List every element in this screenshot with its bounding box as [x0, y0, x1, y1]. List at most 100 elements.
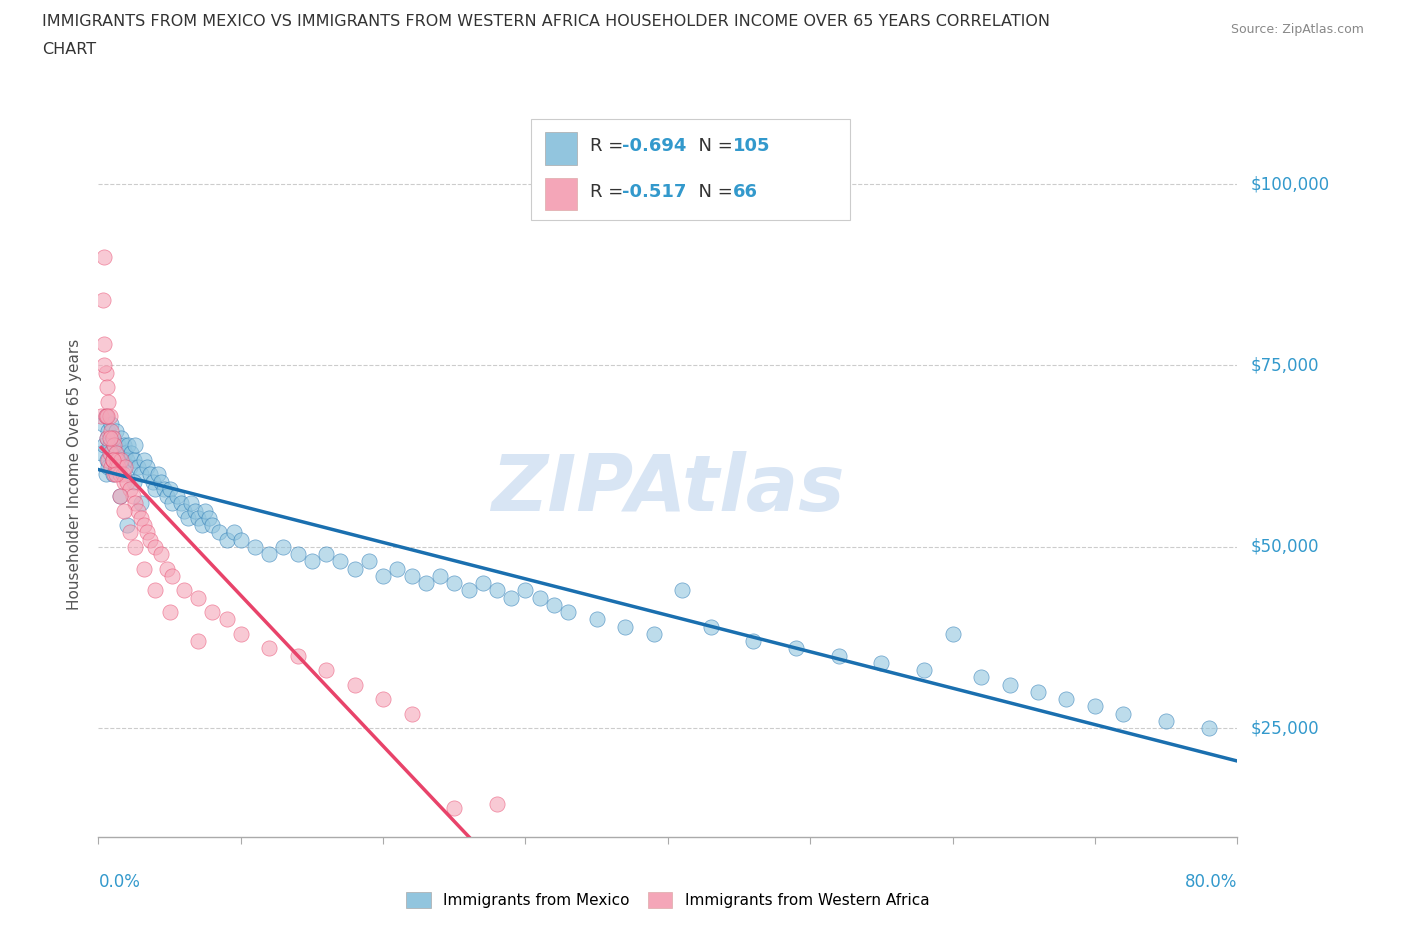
Point	[98, 409, 121, 424]
Point	[101, 452, 124, 467]
Point	[104, 445, 127, 460]
Point	[96, 431, 118, 445]
Point	[486, 583, 509, 598]
Point	[132, 518, 155, 533]
Point	[98, 438, 121, 453]
Point	[96, 379, 118, 394]
Point	[122, 452, 145, 467]
Point	[159, 604, 181, 619]
Point	[229, 532, 252, 547]
Point	[259, 547, 281, 562]
Point	[187, 591, 209, 605]
Point	[457, 583, 479, 598]
Point	[93, 438, 115, 453]
Point	[173, 503, 195, 518]
Point	[115, 452, 138, 467]
Point	[91, 416, 114, 431]
Point	[870, 656, 893, 671]
Point	[912, 663, 935, 678]
Point	[103, 438, 125, 453]
Point	[94, 467, 117, 482]
Point	[117, 438, 139, 453]
Point	[122, 474, 145, 489]
Point	[101, 452, 124, 467]
Point	[259, 641, 281, 656]
Point	[942, 627, 965, 642]
Point	[90, 445, 112, 460]
Point	[90, 409, 112, 424]
Point	[301, 554, 323, 569]
Legend: Immigrants from Mexico, Immigrants from Western Africa: Immigrants from Mexico, Immigrants from …	[399, 884, 936, 916]
Point	[699, 619, 721, 634]
Point	[145, 539, 167, 554]
Point	[98, 445, 121, 460]
Point	[643, 627, 665, 642]
Point	[127, 459, 149, 474]
Point	[105, 452, 128, 467]
Text: 80.0%: 80.0%	[1185, 873, 1237, 891]
Point	[108, 488, 131, 503]
Point	[828, 648, 851, 663]
Point	[96, 431, 118, 445]
Text: $25,000: $25,000	[1251, 719, 1320, 737]
Point	[94, 409, 117, 424]
Text: N =: N =	[688, 183, 738, 201]
Point	[742, 633, 765, 648]
Point	[970, 670, 993, 684]
Point	[315, 663, 337, 678]
Point	[529, 591, 551, 605]
Point	[401, 568, 423, 583]
Point	[222, 525, 245, 539]
Point	[201, 518, 224, 533]
Point	[118, 525, 141, 539]
Point	[208, 525, 231, 539]
Point	[135, 525, 157, 539]
Point	[150, 474, 173, 489]
Point	[215, 612, 238, 627]
Point	[138, 532, 160, 547]
Point	[97, 459, 120, 474]
Point	[129, 496, 152, 511]
Point	[115, 474, 138, 489]
Point	[110, 431, 132, 445]
Point	[373, 568, 395, 583]
Point	[486, 797, 509, 812]
Point	[138, 467, 160, 482]
Point	[115, 518, 138, 533]
Text: $50,000: $50,000	[1251, 538, 1319, 556]
Point	[118, 459, 141, 474]
Point	[93, 337, 115, 352]
Point	[93, 358, 115, 373]
Point	[93, 249, 115, 264]
Point	[785, 641, 807, 656]
Point	[671, 583, 693, 598]
Text: $100,000: $100,000	[1251, 175, 1330, 193]
Text: R =: R =	[591, 138, 630, 155]
Point	[132, 561, 155, 576]
Point	[180, 496, 202, 511]
Point	[100, 423, 122, 438]
Point	[1112, 706, 1135, 721]
Point	[148, 467, 170, 482]
Point	[156, 561, 179, 576]
Point	[127, 503, 149, 518]
Point	[343, 677, 366, 692]
Point	[187, 511, 209, 525]
Point	[108, 488, 131, 503]
FancyBboxPatch shape	[531, 119, 851, 220]
Text: N =: N =	[688, 138, 738, 155]
Point	[387, 561, 409, 576]
Point	[107, 438, 129, 453]
Point	[998, 677, 1021, 692]
FancyBboxPatch shape	[546, 178, 576, 210]
Point	[101, 431, 124, 445]
Text: 66: 66	[733, 183, 758, 201]
Point	[443, 801, 465, 816]
Point	[585, 612, 607, 627]
Point	[191, 518, 214, 533]
Point	[415, 576, 437, 591]
Point	[159, 482, 181, 497]
Y-axis label: Householder Income Over 65 years: Householder Income Over 65 years	[67, 339, 83, 610]
Point	[515, 583, 537, 598]
Point	[166, 488, 188, 503]
